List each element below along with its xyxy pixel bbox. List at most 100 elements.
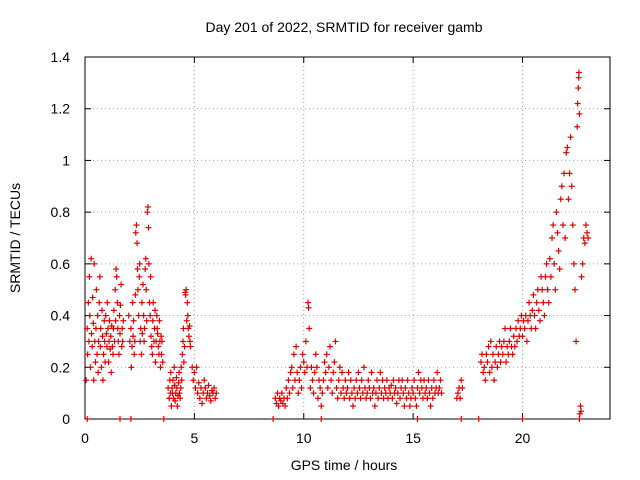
data-point [278,390,285,397]
data-point [489,351,496,358]
data-point [457,395,464,402]
data-point [136,260,143,267]
data-point [574,123,581,130]
data-point [575,85,582,92]
data-point [412,395,419,402]
data-point [410,390,417,397]
data-point [310,390,317,397]
data-point [487,338,494,345]
data-point [394,390,401,397]
grid [85,57,610,419]
data-point [383,377,390,384]
data-point [400,390,407,397]
data-point [135,312,142,319]
data-point [88,255,95,262]
data-point [374,377,381,384]
data-point [566,170,573,177]
data-point [514,338,521,345]
data-point [134,286,141,293]
data-point [397,395,403,402]
data-point [99,333,106,340]
data-point [365,377,372,384]
data-point [108,369,115,376]
data-point [399,377,406,384]
data-point [110,307,117,314]
data-point [191,369,198,376]
data-point [526,299,533,306]
data-point [557,196,564,203]
data-point [564,144,571,151]
data-point [107,333,114,340]
data-point [149,351,156,358]
data-point [187,338,193,345]
data-point [569,222,576,229]
x-tick-label: 10 [296,430,312,446]
data-point [101,317,108,324]
data-point [196,395,203,402]
data-point [286,390,293,397]
data-point [349,403,356,410]
data-point [530,291,537,298]
data-point [126,338,133,345]
data-point [458,416,465,422]
data-point [327,343,333,350]
data-point [289,384,296,391]
data-point [180,338,186,345]
data-point [158,333,165,340]
data-point [483,351,490,358]
data-point [459,384,466,391]
data-point [288,364,295,371]
data-point [371,403,378,410]
data-point [437,377,444,384]
data-point [582,222,589,229]
data-point [321,359,328,366]
data-point [481,364,488,371]
data-point [555,247,562,254]
data-point [550,222,557,229]
data-point [117,330,123,337]
data-point [173,374,180,381]
data-point [576,416,583,422]
data-point [309,377,316,384]
data-point [199,400,206,407]
data-point [306,325,313,332]
data-point [305,299,312,306]
data-point [567,134,574,141]
data-point [562,235,569,241]
y-axis-label: SRMTID / TECUs [7,183,23,293]
data-point [90,377,97,384]
data-point [104,325,111,332]
data-point [176,369,183,376]
data-point [270,416,277,422]
data-point [143,317,150,324]
data-point [185,333,192,340]
data-point [329,390,336,397]
data-point [313,364,320,371]
data-point [112,317,119,324]
data-point [171,364,178,371]
data-point [532,325,539,332]
data-point [167,369,174,376]
data-point [136,273,143,280]
data-point [568,183,575,190]
data-point [331,359,338,366]
data-point [175,379,182,386]
data-point [540,299,547,306]
x-tick-label: 15 [405,430,421,446]
data-point [545,299,552,306]
data-point [577,403,584,410]
data-point [426,390,433,397]
data-point [86,312,93,319]
data-point [128,364,135,371]
data-point [352,395,359,402]
data-point [409,384,416,391]
data-point [312,351,319,358]
data-point [159,359,166,366]
data-point [337,390,344,397]
data-point [147,312,154,319]
data-point [205,382,212,389]
data-point [358,377,365,384]
data-point [298,384,305,391]
data-point [425,377,432,384]
data-point [84,351,91,358]
